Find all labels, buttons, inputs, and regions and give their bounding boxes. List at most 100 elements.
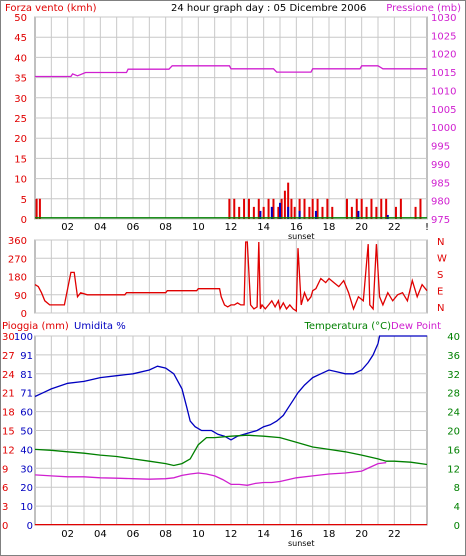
right-tick-label: 1000 (431, 123, 456, 134)
right-tick-label: 985 (431, 178, 450, 189)
humidity-axis-label: Umidita % (74, 321, 126, 332)
humidity-tick-label: 30 (20, 464, 33, 475)
humidity-tick-label: 10 (20, 502, 33, 513)
left-tick-label: 35 (14, 74, 27, 85)
x-tick-label: 06 (127, 222, 140, 233)
rain-tick-label: 24 (2, 370, 15, 381)
humidity-tick-label: 20 (20, 483, 33, 494)
x-tick-label: 12 (225, 222, 238, 233)
rain-tick-label: 9 (2, 464, 8, 475)
left-tick-label: 30 (14, 94, 27, 105)
x-tick-label: 08 (159, 529, 172, 540)
humidity-tick-label: 81 (20, 370, 33, 381)
humidity-tick-label: 100 (14, 332, 33, 343)
direction-tick-label: 360 (8, 236, 27, 247)
x-tick-label: 22 (388, 529, 401, 540)
dew-point-line (34, 461, 387, 486)
rain-tick-label: 0 (2, 521, 8, 532)
compass-label: S (437, 270, 443, 281)
direction-tick-label: 90 (14, 291, 27, 302)
rain-tick-label: 6 (2, 483, 8, 494)
x-tick-label: 14 (257, 222, 270, 233)
x-tick-label: 02 (61, 529, 74, 540)
rain-tick-label: 15 (2, 427, 15, 438)
left-tick-label: 45 (14, 33, 27, 44)
chart-title: 24 hour graph day : 05 Dicembre 2006 (171, 3, 366, 14)
wind-speed-axis-label: Forza vento (kmh) (5, 3, 97, 14)
x-tick-label: 10 (192, 529, 205, 540)
left-tick-label: 15 (14, 154, 27, 165)
wind-direction-line (34, 241, 428, 313)
x-tick-label: 22 (388, 222, 401, 233)
left-tick-label: 25 (14, 114, 27, 125)
left-tick-label: 10 (14, 175, 27, 186)
temperature-tick-label: 0 (454, 521, 460, 532)
x-tick-label: 08 (159, 222, 172, 233)
x-tick-label: 16 (290, 222, 303, 233)
temperature-tick-label: 24 (447, 408, 460, 419)
direction-tick-label: 0 (21, 309, 27, 320)
x-tick-label: 14 (257, 529, 270, 540)
sunset-marker-label: sunset (288, 539, 315, 548)
right-tick-label: 1015 (431, 68, 456, 79)
x-tick-label: 16 (290, 529, 303, 540)
humidity-tick-label: 60 (20, 408, 33, 419)
rain-tick-label: 21 (2, 389, 15, 400)
right-tick-label: 1010 (431, 86, 456, 97)
temperature-tick-label: 40 (447, 332, 460, 343)
humidity-tick-label: 40 (20, 445, 33, 456)
sunset-marker-label: sunset (288, 232, 315, 241)
temperature-tick-label: 12 (447, 464, 460, 475)
compass-label: N (437, 303, 444, 314)
dew-point-axis-label: Dew Point (391, 321, 441, 332)
humidity-tick-label: 0 (27, 521, 33, 532)
x-tick-label: 18 (323, 529, 336, 540)
rain-tick-label: 3 (2, 502, 8, 513)
temperature-tick-label: 8 (454, 483, 460, 494)
compass-label: E (437, 287, 443, 298)
rain-tick-label: 12 (2, 445, 15, 456)
temperature-tick-label: 36 (447, 351, 460, 362)
humidity-line (34, 335, 427, 441)
left-tick-label: 5 (21, 195, 27, 206)
humidity-tick-label: 91 (20, 351, 33, 362)
pressure-line (35, 65, 427, 78)
wind-pressure-panel: 0510152025303540455097598098599099510001… (14, 13, 456, 241)
temperature-tick-label: 16 (447, 445, 460, 456)
right-tick-label: 990 (431, 160, 450, 171)
pressure-axis-label: Pressione (mb) (386, 3, 461, 14)
x-tick-label: 06 (127, 529, 140, 540)
x-tick-label: 20 (355, 222, 368, 233)
left-tick-label: 50 (14, 13, 27, 24)
direction-tick-label: 270 (8, 254, 27, 265)
temperature-axis-label: Temperatura (°C) (303, 321, 391, 332)
x-tick-label: 10 (192, 222, 205, 233)
right-tick-label: 980 (431, 197, 450, 208)
left-tick-label: 20 (14, 134, 27, 145)
temperature-line (34, 434, 428, 467)
rain-tick-label: 18 (2, 408, 15, 419)
direction-tick-label: 180 (8, 273, 27, 284)
x-tick-label: 20 (355, 529, 368, 540)
x-tick-label: 04 (94, 222, 107, 233)
right-tick-label: 995 (431, 142, 450, 153)
temperature-tick-label: 28 (447, 389, 460, 400)
right-tick-label: 1025 (431, 31, 456, 42)
x-tick-label: 04 (94, 529, 107, 540)
humidity-tick-label: 50 (20, 427, 33, 438)
compass-label: N (437, 237, 444, 248)
temperature-tick-label: 32 (447, 370, 460, 381)
temperature-tick-label: 4 (454, 502, 460, 513)
right-tick-label: 975 (431, 215, 450, 226)
x-tick-label: ! (425, 222, 429, 233)
temperature-tick-label: 20 (447, 427, 460, 438)
left-tick-label: 0 (21, 215, 27, 226)
right-tick-label: 1030 (431, 13, 456, 24)
x-tick-label: 12 (225, 529, 238, 540)
right-tick-label: 1020 (431, 50, 456, 61)
compass-label: W (437, 254, 447, 265)
